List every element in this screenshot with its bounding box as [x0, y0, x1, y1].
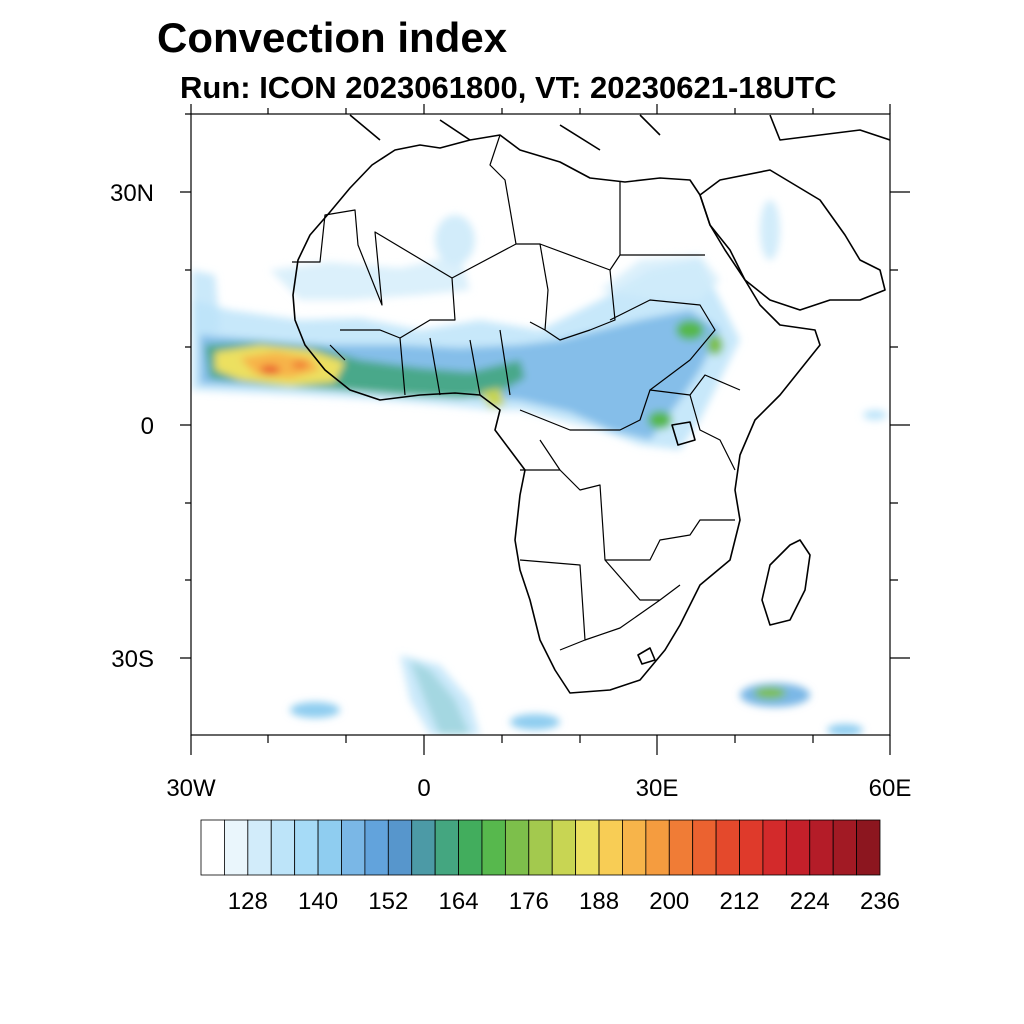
- map-subtitle: Run: ICON 2023061800, VT: 20230621-18UTC: [180, 70, 837, 105]
- colorbar-swatch: [364, 819, 389, 876]
- colorbar-swatch: [551, 819, 577, 876]
- colorbar-label: 212: [719, 888, 760, 915]
- madagascar: [761, 539, 811, 626]
- field-green-spot: [707, 335, 723, 355]
- field-south-blob: [754, 687, 786, 699]
- colorbar-label: 236: [859, 888, 901, 915]
- colorbar-swatch: [434, 819, 459, 876]
- colorbar-label: 128: [227, 888, 268, 915]
- field-light-spot: [863, 410, 887, 420]
- colorbar-swatch: [832, 819, 857, 876]
- map-title: Convection index: [157, 14, 508, 61]
- colorbar-label: 140: [298, 888, 339, 915]
- field-light-horn: [600, 255, 720, 300]
- field-light-sahel: [270, 255, 470, 300]
- colorbar-swatch: [575, 819, 600, 876]
- field-light-spot: [435, 215, 475, 265]
- lat-label-30s: 30S: [111, 646, 154, 673]
- colorbar: [200, 819, 881, 876]
- colorbar-label: 152: [368, 888, 409, 915]
- field-yellow-east: [480, 388, 505, 408]
- colorbar-swatch: [411, 819, 436, 876]
- field-light-spot: [760, 200, 780, 260]
- colorbar-swatch: [692, 819, 717, 876]
- colorbar-swatch: [762, 819, 787, 876]
- colorbar-swatch: [809, 819, 834, 876]
- colorbar-swatch: [622, 819, 647, 876]
- colorbar-swatch: [294, 819, 319, 876]
- map-frame: [180, 104, 910, 755]
- field-red-spot: [260, 365, 280, 375]
- colorbar-swatch: [317, 819, 342, 876]
- lat-label-0: 0: [140, 413, 154, 440]
- convection-field: [192, 200, 887, 735]
- colorbar-swatch: [387, 819, 413, 876]
- field-south-light: [400, 655, 480, 735]
- colorbar-swatch: [785, 819, 811, 876]
- colorbar-swatch: [528, 819, 553, 876]
- lon-label-60e: 60E: [868, 775, 912, 802]
- boundaries: [292, 114, 890, 694]
- field-south-blob: [510, 714, 560, 730]
- colorbar-label: 176: [508, 888, 549, 915]
- colorbar-swatch: [668, 819, 694, 876]
- colorbar-swatch: [856, 819, 881, 876]
- colorbar-swatch: [504, 819, 530, 876]
- africa-coastline: [292, 134, 821, 694]
- field-red-spot: [292, 361, 308, 369]
- colorbar-swatch: [224, 819, 249, 876]
- colorbar-label: 164: [438, 888, 479, 915]
- colorbar-swatch: [200, 819, 225, 876]
- colorbar-swatch: [598, 819, 623, 876]
- country-borders: [292, 134, 741, 651]
- colorbar-swatch: [341, 819, 366, 876]
- lake-victoria: [671, 421, 696, 446]
- field-south-blob: [290, 702, 340, 718]
- colorbar-swatch: [247, 819, 272, 876]
- lon-label-0: 0: [417, 775, 431, 802]
- field-light-westatl: [192, 270, 220, 340]
- colorbar-label: 224: [789, 888, 830, 915]
- colorbar-swatch: [481, 819, 506, 876]
- field-south-blob: [827, 724, 863, 735]
- field-orange-core: [240, 352, 320, 378]
- field-green-spot: [676, 320, 704, 340]
- field-green-spot: [648, 411, 672, 429]
- arabian-peninsula: [699, 169, 886, 311]
- lesotho: [637, 647, 656, 665]
- colorbar-swatch: [458, 819, 483, 876]
- colorbar-swatch: [645, 819, 670, 876]
- mediterranean-coast: [349, 114, 890, 151]
- lon-label-30w: 30W: [166, 775, 216, 802]
- colorbar-label: 200: [649, 888, 690, 915]
- colorbar-swatch: [270, 819, 296, 876]
- lon-label-30e: 30E: [635, 775, 679, 802]
- colorbar-label: 188: [579, 888, 620, 915]
- colorbar-swatch: [715, 819, 740, 876]
- lat-label-30n: 30N: [109, 180, 154, 207]
- colorbar-swatch: [739, 819, 764, 876]
